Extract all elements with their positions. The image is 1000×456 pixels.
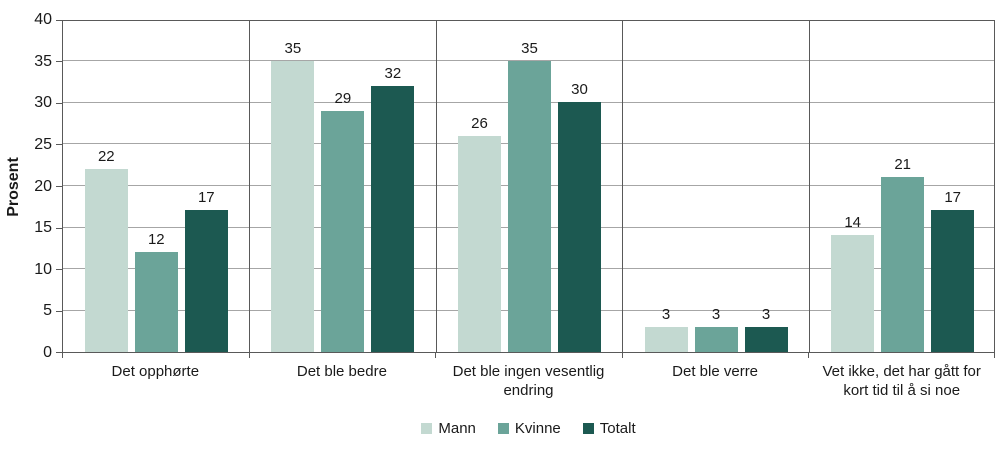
bar-value-label: 29	[334, 89, 352, 107]
bar-value-label: 17	[197, 189, 215, 207]
y-tick-label-35: 35	[34, 52, 52, 70]
panel-separator	[622, 21, 624, 352]
bar-value-label: 12	[147, 231, 165, 249]
legend-label: Mann	[438, 420, 476, 437]
x-tick-mark	[62, 353, 63, 358]
category-label-4: Det ble verre	[672, 363, 759, 380]
bar-mann-4	[644, 327, 688, 352]
bar-totalt-5	[931, 210, 975, 352]
panel-separator	[249, 21, 251, 352]
y-tick-mark	[56, 61, 62, 63]
legend-label: Totalt	[599, 420, 636, 437]
y-tick-label-5: 5	[43, 302, 52, 320]
bar-kvinne-1	[134, 252, 178, 352]
legend: Mann Kvinne Totalt	[62, 420, 995, 437]
y-tick-mark	[56, 144, 62, 146]
panel-separator	[808, 21, 810, 352]
bar-mann-3	[458, 135, 501, 352]
category-label-3: Det ble ingen vesentlig endring	[452, 363, 605, 399]
bar-value-label: 32	[384, 64, 402, 82]
bar-kvinne-4	[694, 327, 738, 352]
x-tick-mark	[808, 353, 810, 358]
y-tick-mark	[56, 352, 62, 353]
legend-item-kvinne: Kvinne	[497, 420, 561, 437]
bar-totalt-2	[371, 85, 415, 352]
bar-value-label: 35	[284, 39, 302, 57]
legend-swatch-icon	[421, 423, 433, 434]
bar-value-label: 21	[894, 156, 912, 174]
bar-value-label: 35	[521, 39, 538, 57]
bar-totalt-3	[558, 102, 601, 352]
panel-separator	[435, 21, 437, 352]
legend-item-mann: Mann	[421, 420, 476, 437]
y-tick-mark	[56, 310, 62, 312]
bar-value-label: 17	[944, 189, 962, 207]
x-tick-mark	[994, 353, 995, 358]
y-tick-label-30: 30	[34, 94, 52, 112]
y-tick-mark	[56, 186, 62, 187]
legend-swatch-icon	[497, 423, 509, 434]
bar-value-label: 14	[844, 214, 862, 232]
category-label-5: Vet ikke, det har gått for kort tid til …	[822, 363, 981, 399]
bar-value-label: 26	[471, 114, 488, 132]
y-tick-label-15: 15	[34, 219, 52, 237]
category-label-2: Det ble bedre	[296, 363, 387, 380]
bar-value-label: 3	[661, 306, 671, 324]
bar-mann-2	[271, 60, 315, 352]
bar-value-label: 22	[97, 147, 115, 165]
y-tick-label-25: 25	[34, 135, 52, 153]
y-tick-mark	[56, 227, 62, 229]
y-tick-mark	[56, 102, 62, 104]
plot-area: 22 12 17 35 29 32 26 35 30 3 3 3 14 21 17	[62, 20, 995, 353]
category-label-1: Det opphørte	[111, 363, 200, 380]
bar-totalt-1	[184, 210, 228, 352]
bar-mann-1	[84, 168, 128, 352]
y-tick-label-20: 20	[34, 177, 52, 195]
bar-kvinne-3	[508, 60, 551, 352]
x-tick-mark	[435, 353, 437, 358]
bar-value-label: 3	[761, 306, 771, 324]
bar-kvinne-2	[321, 110, 365, 352]
x-tick-mark	[621, 353, 623, 358]
bar-totalt-4	[744, 327, 788, 352]
bar-value-label: 30	[571, 81, 588, 99]
legend-item-totalt: Totalt	[582, 420, 636, 437]
y-tick-label-40: 40	[34, 11, 52, 28]
bar-mann-5	[831, 235, 875, 352]
bar-value-label: 3	[711, 306, 721, 324]
y-tick-label-10: 10	[34, 260, 52, 278]
legend-swatch-icon	[582, 423, 594, 434]
bar-kvinne-5	[881, 177, 925, 352]
y-tick-label-0: 0	[43, 344, 52, 361]
y-tick-mark	[56, 19, 62, 21]
y-tick-mark	[56, 269, 62, 271]
legend-label: Kvinne	[514, 420, 561, 437]
x-tick-mark	[248, 353, 250, 358]
